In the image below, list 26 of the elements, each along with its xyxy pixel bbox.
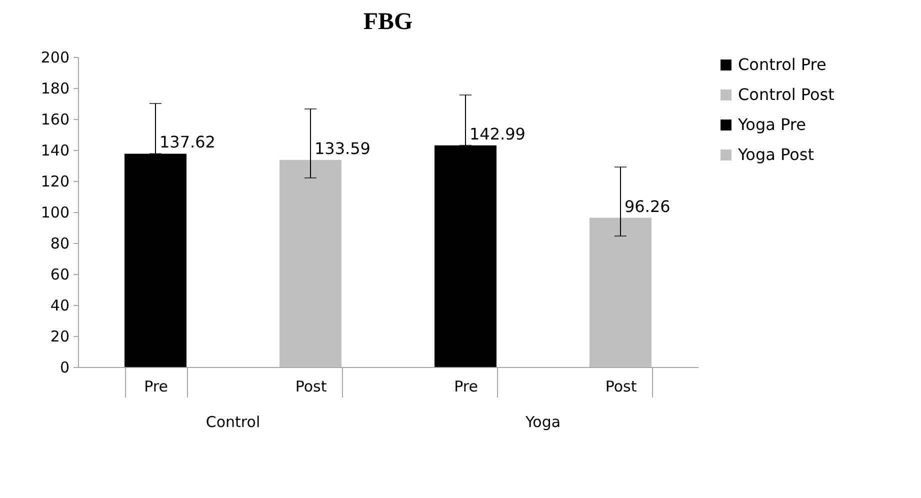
legend-label: Control Post	[738, 85, 834, 104]
x-tick-label: Pre	[144, 378, 168, 396]
x-tick-label: Post	[295, 378, 327, 396]
y-tick-label: 120	[40, 172, 70, 190]
y-tick-label: 0	[60, 358, 70, 376]
data-label: 96.26	[624, 196, 670, 216]
legend-label: Yoga Pre	[737, 115, 806, 134]
data-label: 142.99	[470, 124, 526, 144]
legend-label: Control Pre	[738, 55, 826, 74]
y-tick-label: 160	[40, 110, 70, 128]
x-tick-label: Pre	[454, 378, 478, 396]
data-label: 137.62	[160, 132, 216, 152]
y-tick-label: 180	[40, 80, 70, 98]
y-tick-label: 40	[50, 296, 70, 314]
legend-label: Yoga Post	[737, 145, 814, 164]
text: Yoga	[524, 413, 561, 431]
y-tick-label: 80	[50, 234, 70, 252]
y-tick-label: 20	[50, 328, 70, 346]
y-tick-label: 60	[50, 266, 70, 284]
y-tick-label: 200	[40, 48, 70, 66]
chart-title: FBG	[363, 9, 413, 35]
x-tick-label: Post	[605, 378, 637, 396]
data-label: 133.59	[314, 138, 370, 158]
y-tick-label: 140	[40, 142, 70, 160]
text: Control	[206, 413, 260, 431]
y-tick-label: 100	[40, 204, 70, 222]
